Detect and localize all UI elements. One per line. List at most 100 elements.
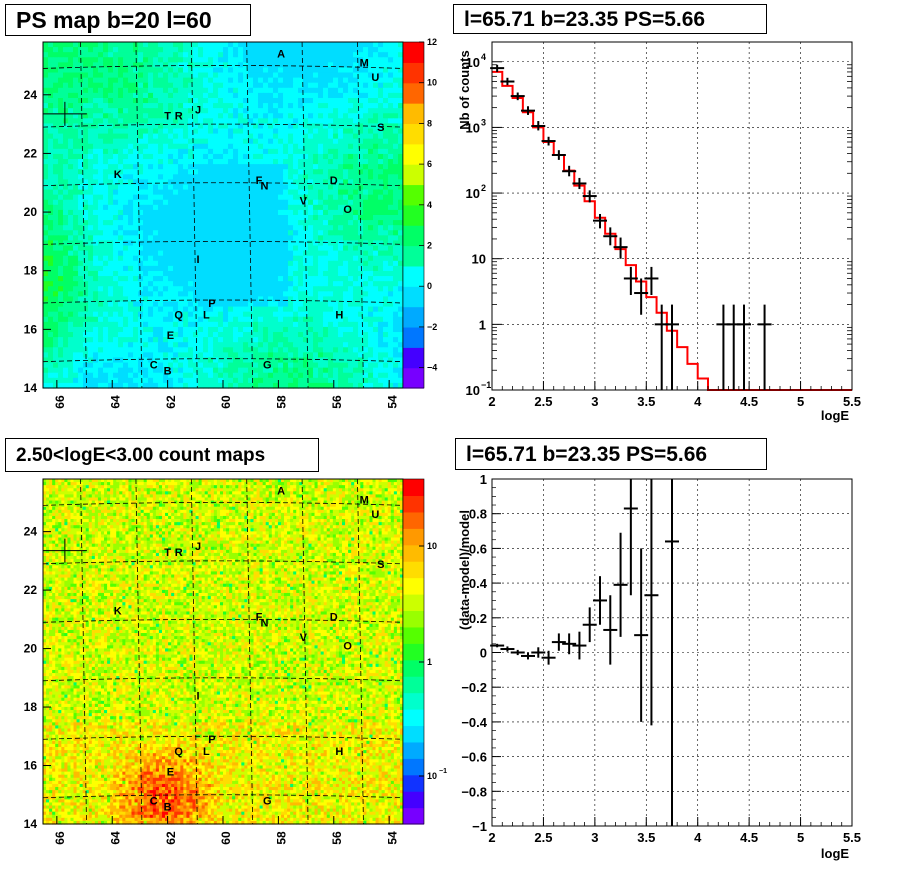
colorbar-bin [403,205,424,226]
colorbar-bin [403,808,424,825]
colorbar-bin [403,479,424,496]
colorbar-label: 0 [427,281,432,291]
source-label-I: I [197,690,200,702]
source-label-C: C [150,360,158,372]
y-tick-exponent: 4 [481,52,486,62]
y-tick-label: 10 [466,383,480,398]
source-label-S: S [377,559,384,571]
source-label-M: M [360,494,369,506]
y-axis-label: (data-model)/model [457,510,472,630]
colorbar-bin [403,578,424,595]
colorbar-label: 12 [427,37,437,47]
y-tick-label: −0.4 [461,715,487,730]
colorbar-bin [403,42,424,63]
colorbar-bin [403,307,424,328]
colorbar-bin [403,545,424,562]
x-tick-label: 5.5 [843,394,861,409]
colorbar-bin [403,791,424,808]
source-label-C: C [150,796,158,808]
colorbar-bin [403,627,424,644]
colorbar-bin [403,327,424,348]
y-tick-exponent: −1 [481,380,491,390]
x-tick-label: 2 [488,394,495,409]
source-label-I: I [197,254,200,266]
colorbar-bin [403,725,424,742]
y-tick-label: −0.2 [461,680,487,695]
y-tick-exponent: 3 [481,117,486,127]
y-tick-label: 18 [24,264,38,278]
x-tick-label: 4.5 [740,394,758,409]
x-tick-label: 2.5 [534,830,552,845]
colorbar-bin [403,528,424,545]
colorbar-label: 1 [427,657,432,667]
colorbar-bin [403,144,424,165]
source-label-A: A [277,49,285,61]
y-tick-label: 16 [24,322,38,336]
colorbar-bin [403,512,424,529]
colorbar-bin [403,643,424,660]
colorbar-label: 6 [427,159,432,169]
y-tick-label: 24 [24,88,38,102]
source-label-R: R [175,547,183,559]
x-tick-label: 3 [591,394,598,409]
x-axis-label: logE [821,846,849,861]
y-tick-label: −1 [472,819,487,834]
source-label-A: A [277,486,285,498]
colorbar-bin [403,225,424,246]
source-label-J: J [195,541,201,553]
y-tick-label: −0.6 [461,750,487,765]
source-label-E: E [167,330,174,342]
y-tick-label: 22 [24,146,38,160]
x-tick-label: 5.5 [843,830,861,845]
x-tick-label: 4.5 [740,830,758,845]
colorbar-bin [403,742,424,759]
colorbar-label: 4 [427,200,432,210]
x-axis-label: logE [821,408,849,423]
source-label-K: K [114,606,122,618]
colorbar-label: 10 [427,541,437,551]
y-tick-label: 14 [24,817,38,831]
source-label-V: V [300,632,308,644]
y-tick-label: 16 [24,759,38,773]
x-tick-label: 66 [53,831,67,845]
colorbar-bin [403,164,424,185]
colorbar-bin [403,184,424,205]
colorbar-bin [403,775,424,792]
x-tick-label: 2 [488,830,495,845]
source-label-G: G [263,796,272,808]
source-label-S: S [377,122,384,134]
x-tick-label: 60 [219,831,233,845]
y-tick-label: 24 [24,525,38,539]
x-tick-label: 54 [385,831,399,845]
colorbar-bin [403,594,424,611]
colorbar-bin [403,266,424,287]
colorbar-bin [403,246,424,267]
y-tick-label: 14 [24,381,38,395]
x-tick-label: 56 [330,395,344,409]
x-tick-label: 62 [164,831,178,845]
source-label-H: H [335,746,343,758]
x-tick-label: 3.5 [637,830,655,845]
y-tick-label: 20 [24,205,38,219]
source-label-T: T [164,547,171,559]
source-label-M: M [360,58,369,70]
colorbar-label: −4 [427,363,437,373]
source-label-P: P [208,298,215,310]
x-tick-label: 3.5 [637,394,655,409]
x-tick-label: 5 [797,830,804,845]
y-tick-label: 1 [480,472,487,487]
source-label-U: U [371,72,379,84]
source-label-D: D [330,175,338,187]
colorbar-label: 10 [427,78,437,88]
colorbar-bin [403,62,424,83]
x-tick-label: 62 [164,395,178,409]
source-label-J: J [195,104,201,116]
source-label-E: E [167,766,174,778]
source-label-H: H [335,310,343,322]
x-tick-label: 5 [797,394,804,409]
source-label-B: B [164,365,172,377]
x-tick-label: 54 [385,395,399,409]
source-label-O: O [343,641,352,653]
source-label-P: P [208,734,215,746]
x-tick-label: 64 [108,395,122,409]
